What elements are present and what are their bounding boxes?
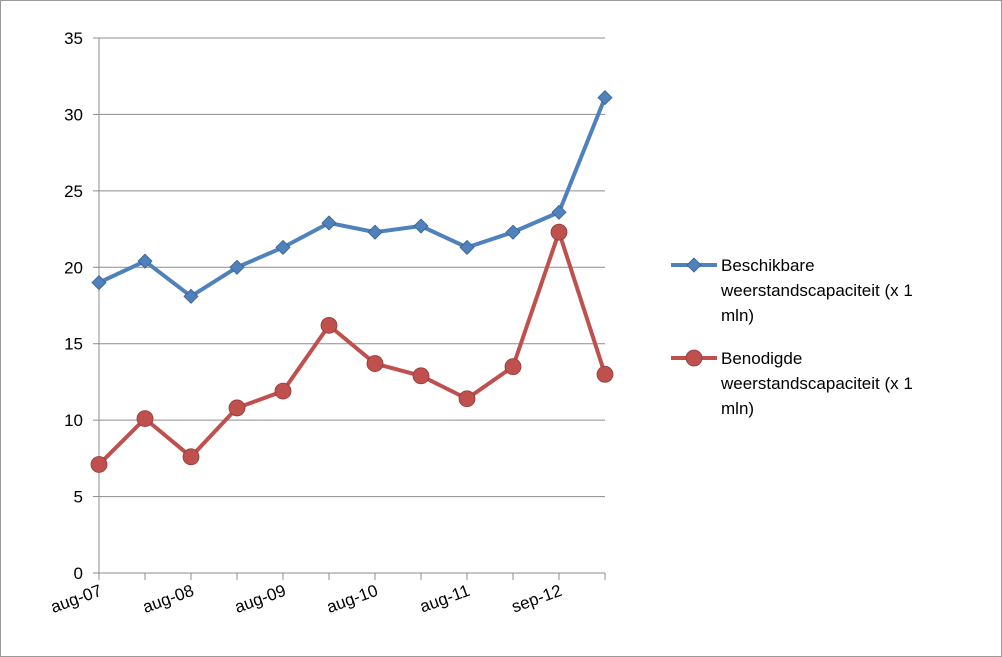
data-point <box>551 204 567 220</box>
data-point <box>228 399 246 417</box>
legend-label: weerstandscapaciteit (x 1 <box>720 374 913 393</box>
legend-entry-1: Beschikbare weerstandscapaciteit (x 1 mln) <box>671 256 913 325</box>
series-line <box>97 230 607 466</box>
data-point <box>137 253 153 269</box>
y-tick-label: 5 <box>74 488 83 507</box>
data-point <box>550 223 568 241</box>
x-tick-label: aug-10 <box>324 581 380 617</box>
series-layer <box>90 90 614 473</box>
y-tick-label: 20 <box>64 258 83 277</box>
data-point <box>504 358 522 376</box>
data-point <box>366 355 384 372</box>
legend-label: mln) <box>721 399 754 418</box>
x-tick-label: aug-08 <box>140 581 196 617</box>
data-point <box>459 239 475 255</box>
series-line <box>98 96 607 299</box>
y-tick-label: 15 <box>64 335 83 354</box>
legend-label: weerstandscapaciteit (x 1 <box>720 281 913 300</box>
legend-label: Benodigde <box>721 349 802 368</box>
y-tick-label: 0 <box>74 564 83 583</box>
data-point <box>90 456 108 473</box>
legend-label: Beschikbare <box>721 256 815 275</box>
data-point <box>412 367 430 385</box>
series-2 <box>90 223 614 473</box>
data-point <box>321 215 337 231</box>
legend: Beschikbare weerstandscapaciteit (x 1 mln)… <box>671 256 913 418</box>
y-tick-label: 25 <box>64 182 83 201</box>
data-point <box>275 239 291 255</box>
x-tick-label: aug-11 <box>417 581 472 617</box>
x-tick-label: sep-12 <box>509 581 564 617</box>
legend-swatch-marker <box>685 349 703 367</box>
data-point <box>91 275 107 291</box>
x-tick-label: aug-07 <box>48 581 104 617</box>
gridlines <box>99 37 605 498</box>
x-tick-label: aug-09 <box>232 581 288 617</box>
y-tick-label: 35 <box>64 29 83 48</box>
legend-label: mln) <box>721 306 754 325</box>
data-point <box>182 448 200 466</box>
data-point <box>505 224 521 240</box>
data-point <box>597 90 613 106</box>
data-point <box>596 365 614 383</box>
y-tick-label: 10 <box>64 411 83 430</box>
legend-swatch-marker <box>686 257 702 273</box>
data-point <box>274 382 292 400</box>
data-point <box>320 316 338 334</box>
legend-entry-2: Benodigde weerstandscapaciteit (x 1 mln) <box>671 349 913 418</box>
data-point <box>136 410 154 428</box>
series-1 <box>91 90 613 304</box>
y-tick-label: 30 <box>64 105 83 124</box>
data-point <box>413 218 429 234</box>
data-point <box>367 224 383 240</box>
data-point <box>458 390 476 408</box>
data-point <box>229 259 245 275</box>
data-point <box>183 288 199 304</box>
